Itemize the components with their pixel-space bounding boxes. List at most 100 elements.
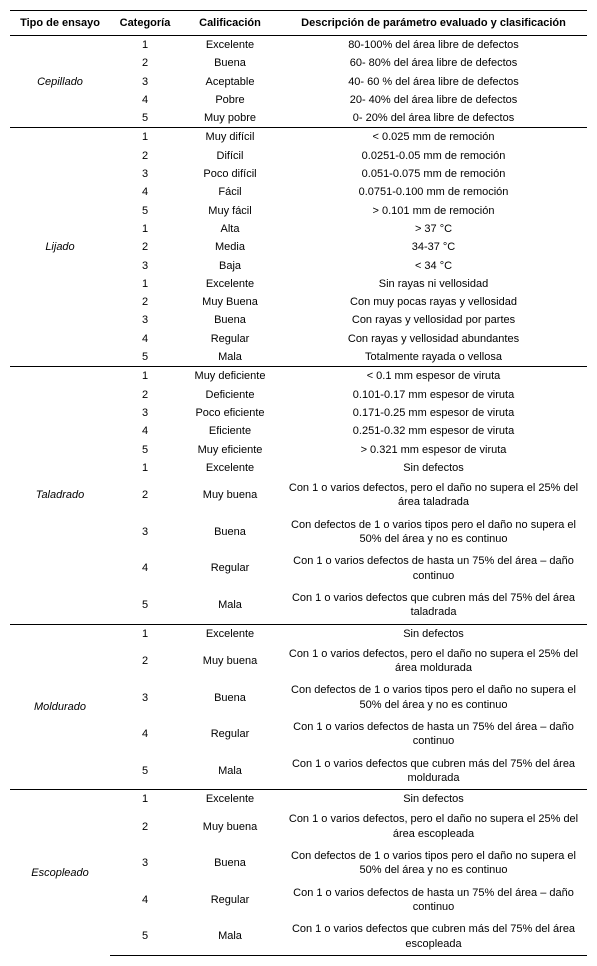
descripcion-cell: 0.171-0.25 mm espesor de viruta xyxy=(280,404,587,422)
descripcion-cell: Con 1 o varios defectos que cubren más d… xyxy=(280,918,587,955)
ensayo-name: Cepillado xyxy=(10,36,110,128)
calificacion-cell: Muy buena xyxy=(180,643,280,680)
calificacion-cell: Difícil xyxy=(180,147,280,165)
header-categoria: Categoría xyxy=(110,11,180,36)
categoria-cell: 5 xyxy=(110,348,180,367)
categoria-cell: 4 xyxy=(110,91,180,109)
table-row: Cepillado1Excelente80-100% del área libr… xyxy=(10,36,587,55)
ensayo-name: Taladrado xyxy=(10,367,110,624)
calificacion-cell: Buena xyxy=(180,679,280,716)
descripcion-cell: > 0.321 mm espesor de viruta xyxy=(280,441,587,459)
categoria-cell: 3 xyxy=(110,845,180,882)
header-row: Tipo de ensayo Categoría Calificación De… xyxy=(10,11,587,36)
categoria-cell: 3 xyxy=(110,165,180,183)
descripcion-cell: Con 1 o varios defectos que cubren más d… xyxy=(280,587,587,624)
categoria-cell: 5 xyxy=(110,918,180,955)
categoria-cell: 4 xyxy=(110,882,180,919)
calificacion-cell: Alta xyxy=(180,220,280,238)
categoria-cell: 3 xyxy=(110,514,180,551)
categoria-cell: 2 xyxy=(110,54,180,72)
calificacion-cell: Muy Buena xyxy=(180,293,280,311)
table-row: Taladrado1Muy deficiente< 0.1 mm espesor… xyxy=(10,367,587,386)
categoria-cell: 5 xyxy=(110,587,180,624)
categoria-cell: 2 xyxy=(110,386,180,404)
categoria-cell: 5 xyxy=(110,441,180,459)
calificacion-cell: Buena xyxy=(180,311,280,329)
descripcion-cell: Con 1 o varios defectos de hasta un 75% … xyxy=(280,882,587,919)
descripcion-cell: Sin rayas ni vellosidad xyxy=(280,275,587,293)
categoria-cell: 5 xyxy=(110,753,180,790)
calificacion-cell: Muy fácil xyxy=(180,202,280,220)
calificacion-cell: Regular xyxy=(180,550,280,587)
header-descripcion: Descripción de parámetro evaluado y clas… xyxy=(280,11,587,36)
categoria-cell: 3 xyxy=(110,679,180,716)
categoria-cell: 1 xyxy=(110,790,180,809)
calificacion-cell: Excelente xyxy=(180,459,280,477)
categoria-cell: 2 xyxy=(110,643,180,680)
calificacion-cell: Regular xyxy=(180,716,280,753)
calificacion-cell: Muy difícil xyxy=(180,128,280,147)
categoria-cell: 5 xyxy=(110,109,180,128)
table-row: Escopleado1ExcelenteSin defectos xyxy=(10,790,587,809)
categoria-cell: 3 xyxy=(110,257,180,275)
header-tipo: Tipo de ensayo xyxy=(10,11,110,36)
descripcion-cell: Con defectos de 1 o varios tipos pero el… xyxy=(280,845,587,882)
calificacion-cell: Mala xyxy=(180,918,280,955)
categoria-cell: 4 xyxy=(110,716,180,753)
categoria-cell: 1 xyxy=(110,367,180,386)
categoria-cell: 4 xyxy=(110,183,180,201)
calificacion-cell: Excelente xyxy=(180,36,280,55)
categoria-cell: 2 xyxy=(110,147,180,165)
calificacion-cell: Mala xyxy=(180,587,280,624)
calificacion-cell: Muy deficiente xyxy=(180,367,280,386)
categoria-cell: 1 xyxy=(110,220,180,238)
calificacion-cell: Muy buena xyxy=(180,808,280,845)
categoria-cell: 4 xyxy=(110,422,180,440)
categoria-cell: 1 xyxy=(110,128,180,147)
calificacion-cell: Excelente xyxy=(180,275,280,293)
ensayo-name: Lijado xyxy=(10,128,110,367)
calificacion-cell: Regular xyxy=(180,882,280,919)
calificacion-cell: Poco difícil xyxy=(180,165,280,183)
calificacion-cell: Deficiente xyxy=(180,386,280,404)
descripcion-cell: > 0.101 mm de remoción xyxy=(280,202,587,220)
categoria-cell: 1 xyxy=(110,275,180,293)
descripcion-cell: Con 1 o varios defectos, pero el daño no… xyxy=(280,643,587,680)
calificacion-cell: Mala xyxy=(180,348,280,367)
calificacion-cell: Regular xyxy=(180,330,280,348)
descripcion-cell: Totalmente rayada o vellosa xyxy=(280,348,587,367)
descripcion-cell: Sin defectos xyxy=(280,624,587,643)
descripcion-cell: Sin defectos xyxy=(280,790,587,809)
descripcion-cell: 60- 80% del área libre de defectos xyxy=(280,54,587,72)
descripcion-cell: 80-100% del área libre de defectos xyxy=(280,36,587,55)
ensayo-name: Escopleado xyxy=(10,790,110,956)
calificacion-cell: Buena xyxy=(180,54,280,72)
categoria-cell: 3 xyxy=(110,311,180,329)
categoria-cell: 2 xyxy=(110,293,180,311)
categoria-cell: 1 xyxy=(110,459,180,477)
ensayo-name: Moldurado xyxy=(10,624,110,790)
calificacion-cell: Eficiente xyxy=(180,422,280,440)
descripcion-cell: 40- 60 % del área libre de defectos xyxy=(280,73,587,91)
categoria-cell: 5 xyxy=(110,202,180,220)
categoria-cell: 3 xyxy=(110,73,180,91)
descripcion-cell: 0.0251-0.05 mm de remoción xyxy=(280,147,587,165)
categoria-cell: 4 xyxy=(110,330,180,348)
calificacion-cell: Media xyxy=(180,238,280,256)
categoria-cell: 1 xyxy=(110,36,180,55)
descripcion-cell: Con rayas y vellosidad por partes xyxy=(280,311,587,329)
descripcion-cell: > 37 °C xyxy=(280,220,587,238)
calificacion-cell: Aceptable xyxy=(180,73,280,91)
calificacion-cell: Pobre xyxy=(180,91,280,109)
calificacion-cell: Baja xyxy=(180,257,280,275)
descripcion-cell: 0.051-0.075 mm de remoción xyxy=(280,165,587,183)
descripcion-cell: Con 1 o varios defectos, pero el daño no… xyxy=(280,477,587,514)
categoria-cell: 3 xyxy=(110,404,180,422)
descripcion-cell: 0.0751-0.100 mm de remoción xyxy=(280,183,587,201)
categoria-cell: 2 xyxy=(110,477,180,514)
descripcion-cell: Con 1 o varios defectos, pero el daño no… xyxy=(280,808,587,845)
calificacion-cell: Mala xyxy=(180,753,280,790)
classification-table: Tipo de ensayo Categoría Calificación De… xyxy=(10,10,587,956)
categoria-cell: 2 xyxy=(110,238,180,256)
header-calificacion: Calificación xyxy=(180,11,280,36)
